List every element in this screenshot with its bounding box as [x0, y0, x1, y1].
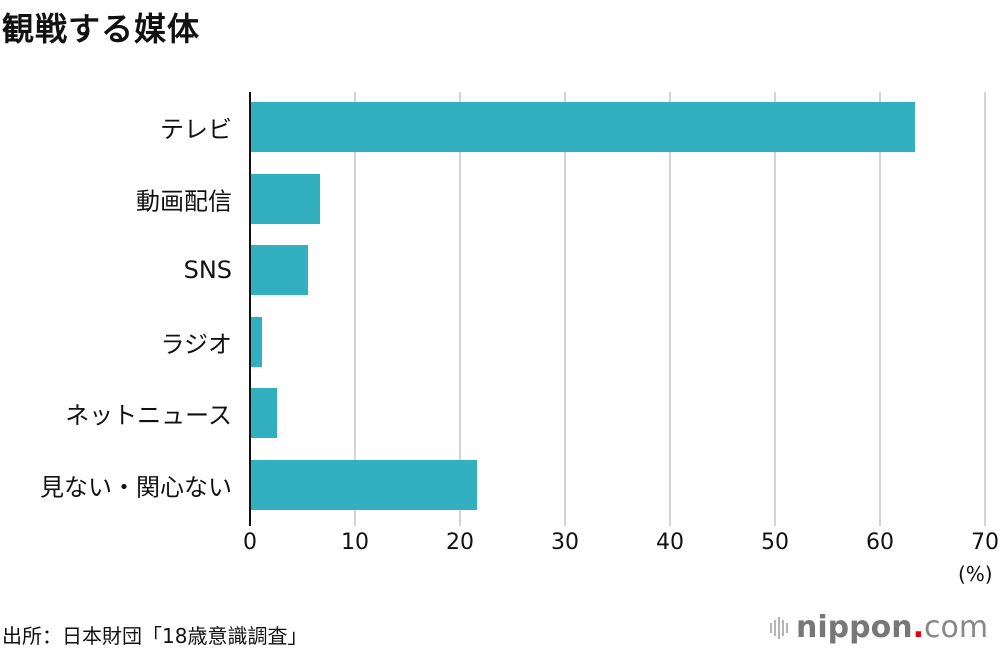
- chart-title: 観戦する媒体: [2, 10, 201, 48]
- bar: [251, 102, 915, 152]
- nippon-com-logo: nippon. com: [770, 610, 988, 645]
- logo-name: nippon: [796, 610, 913, 645]
- logo-tld: com: [923, 610, 989, 645]
- x-tick-label: 20: [446, 530, 474, 555]
- y-axis-line: [249, 92, 251, 526]
- gridline: [459, 92, 461, 526]
- gridline: [879, 92, 881, 526]
- category-label: SNS: [183, 256, 232, 284]
- category-label: 見ない・関心ない: [40, 473, 232, 501]
- category-label: 動画配信: [136, 187, 232, 215]
- x-tick-label: 50: [761, 530, 789, 555]
- bar: [251, 388, 278, 438]
- bar: [251, 459, 477, 510]
- sound-wave-icon: [770, 616, 788, 639]
- bar: [251, 245, 308, 295]
- source-note: 出所：日本財団「18歳意識調査」: [2, 624, 308, 648]
- x-tick-label: 10: [341, 530, 369, 555]
- category-label: ネットニュース: [65, 401, 232, 430]
- gridline: [774, 92, 776, 526]
- x-tick-label: 0: [243, 530, 257, 555]
- category-label: ラジオ: [160, 330, 232, 358]
- gridline: [669, 92, 671, 526]
- x-axis-unit: (%): [958, 562, 993, 586]
- x-tick-label: 60: [866, 530, 894, 555]
- gridline: [984, 92, 986, 526]
- gridline: [354, 92, 356, 526]
- bar: [251, 173, 321, 224]
- x-tick-label: 70: [971, 530, 999, 555]
- bar: [251, 316, 262, 367]
- x-tick-label: 30: [551, 530, 579, 555]
- category-label: テレビ: [160, 115, 232, 144]
- plot-area: [249, 92, 986, 526]
- gridline: [564, 92, 566, 526]
- logo-dot: .: [912, 610, 924, 645]
- x-tick-label: 40: [656, 530, 684, 555]
